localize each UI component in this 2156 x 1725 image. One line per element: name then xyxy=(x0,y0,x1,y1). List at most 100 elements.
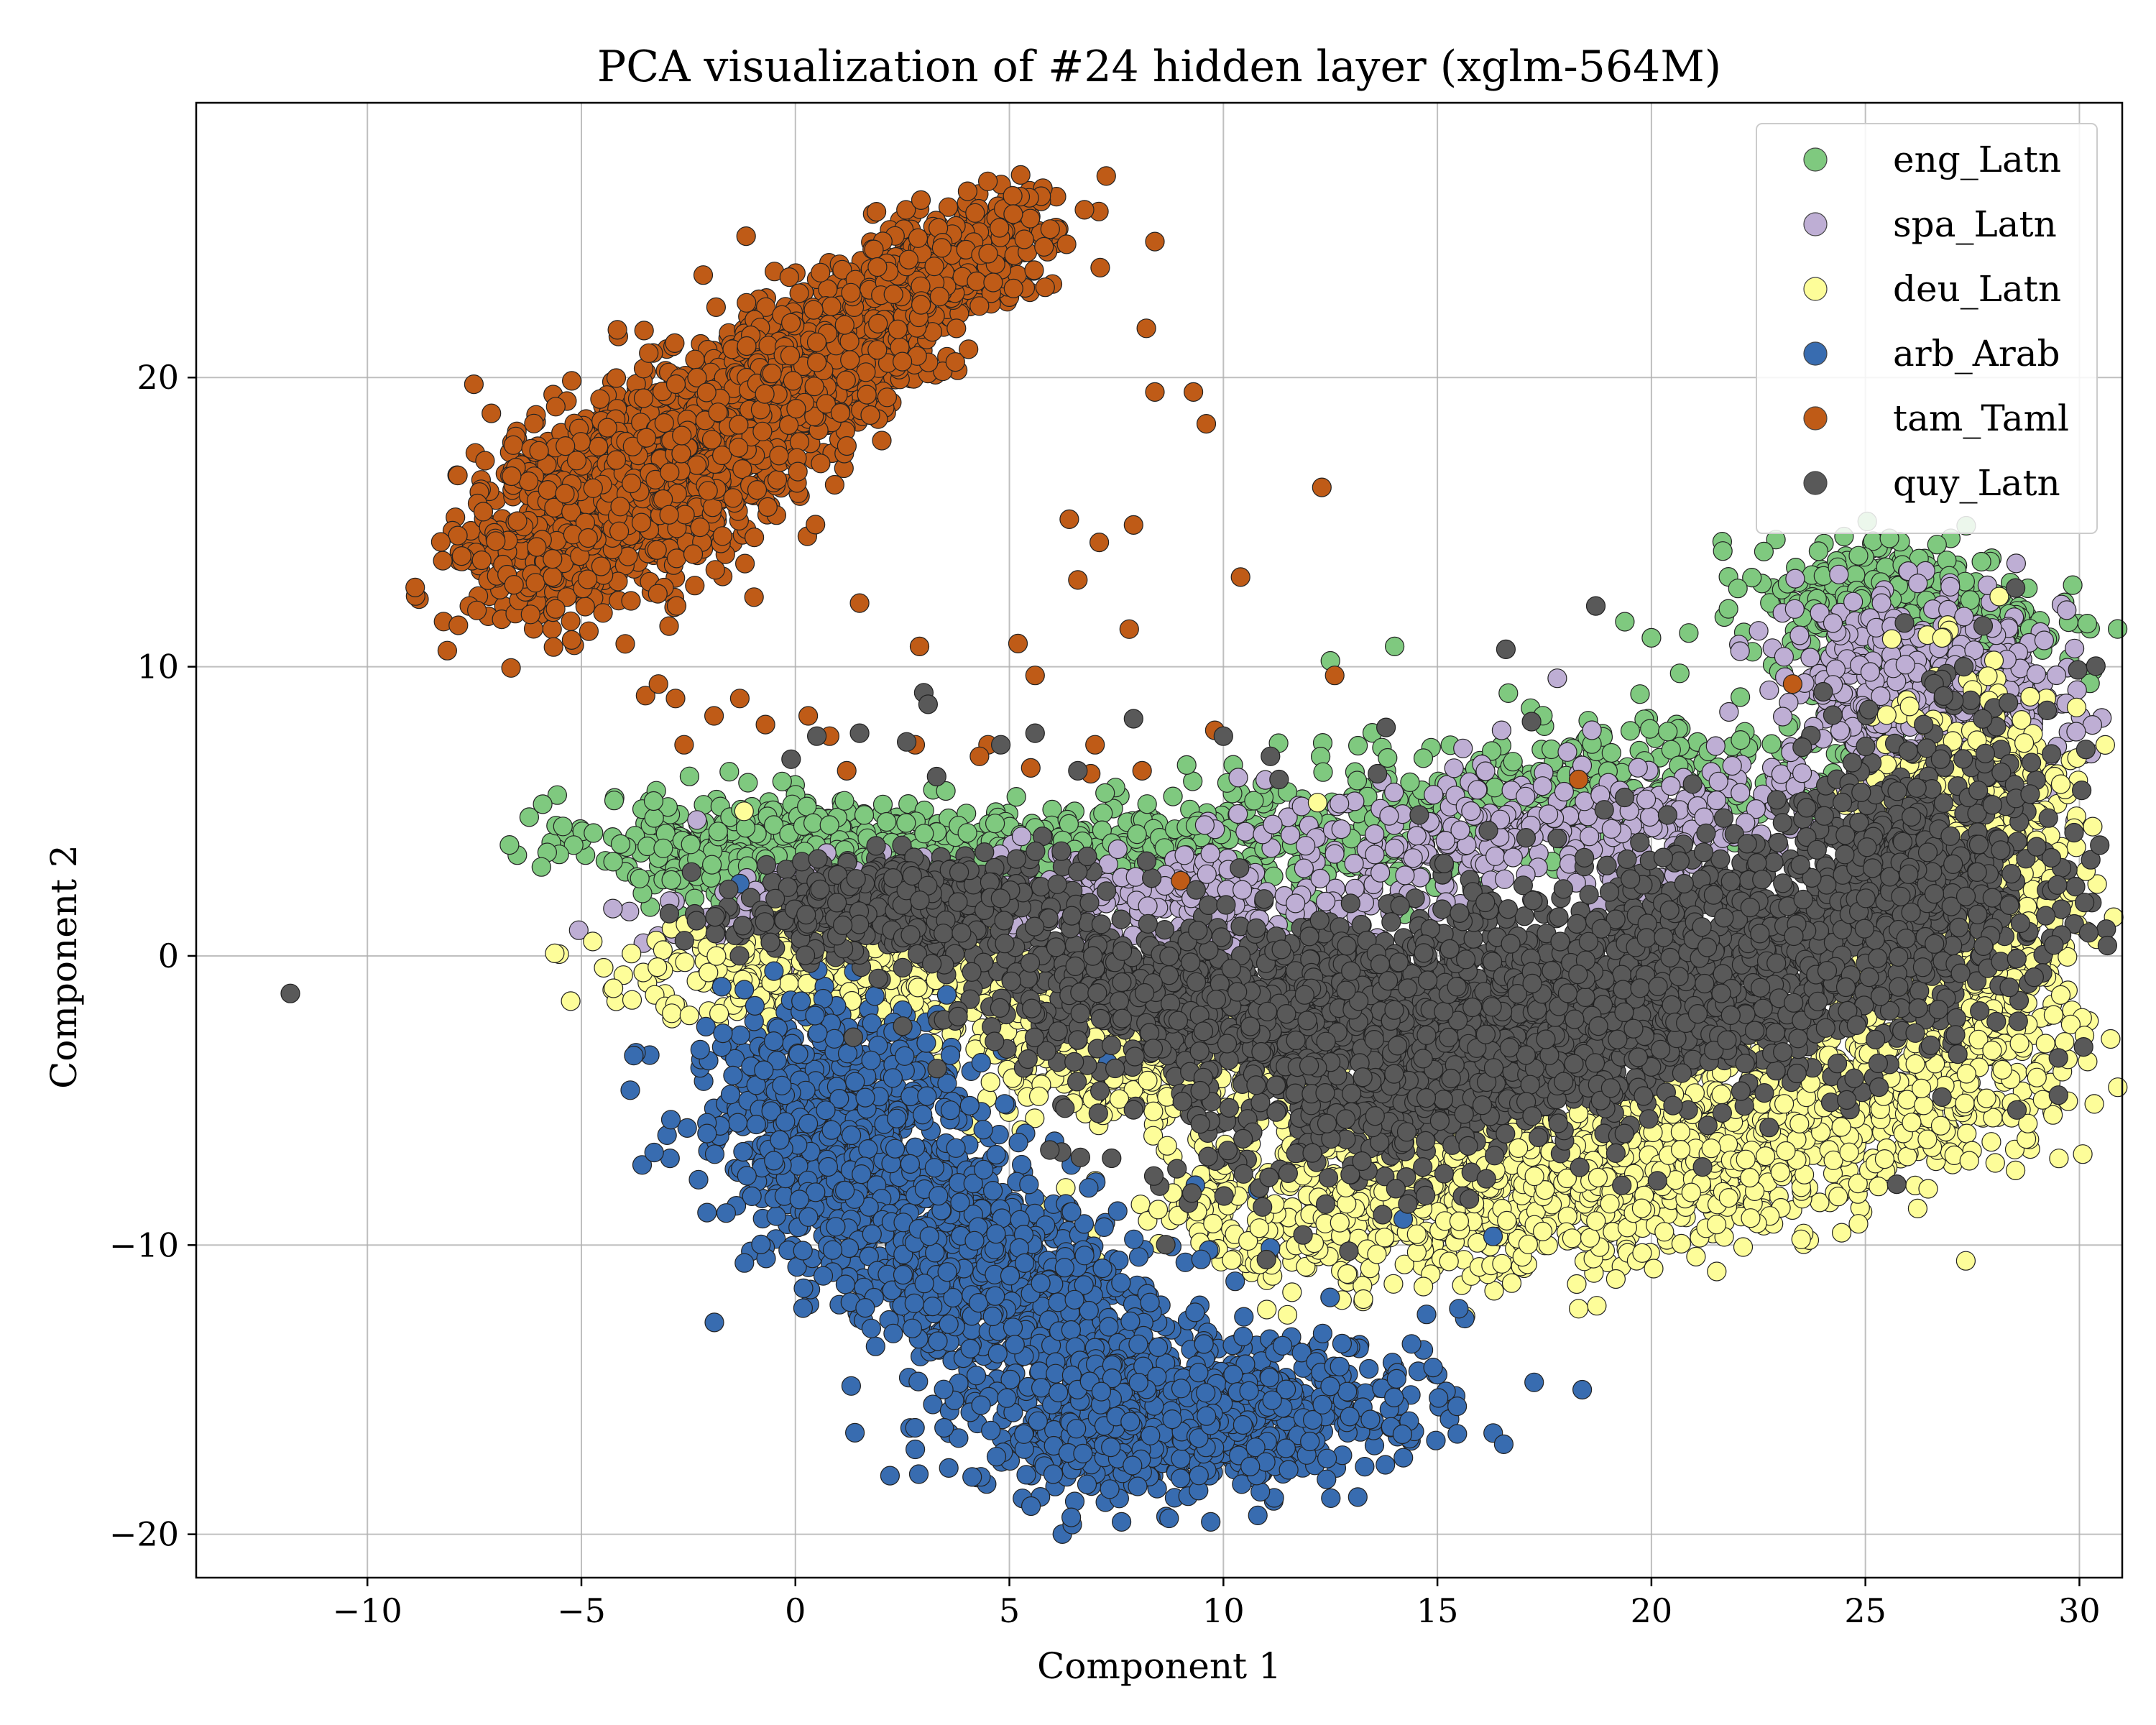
point-deu_Latn xyxy=(1955,1251,1976,1271)
point-deu_Latn xyxy=(1484,1281,1504,1301)
point-eng_Latn xyxy=(797,796,817,816)
point-spa_Latn xyxy=(1485,846,1506,866)
point-spa_Latn xyxy=(1384,838,1405,859)
point-spa_Latn xyxy=(1829,564,1849,584)
point-spa_Latn xyxy=(1468,780,1488,800)
point-spa_Latn xyxy=(1731,783,1751,803)
point-eng_Latn xyxy=(1761,734,1782,754)
point-eng_Latn xyxy=(1808,541,1828,561)
point-spa_Latn xyxy=(2006,553,2026,574)
point-deu_Latn xyxy=(1733,1237,1754,1257)
point-spa_Latn xyxy=(1228,804,1248,824)
point-eng_Latn xyxy=(1163,786,1183,806)
point-spa_Latn xyxy=(619,901,640,921)
point-deu_Latn xyxy=(545,943,565,964)
point-spa_Latn xyxy=(1403,848,1423,868)
point-eng_Latn xyxy=(896,813,916,833)
point-spa_Latn xyxy=(1228,768,1248,788)
point-spa_Latn xyxy=(1759,680,1779,700)
point-spa_Latn xyxy=(1370,862,1391,883)
point-spa_Latn xyxy=(1263,814,1283,834)
point-eng_Latn xyxy=(1615,612,1635,632)
point-spa_Latn xyxy=(687,810,707,830)
point-spa_Latn xyxy=(1174,845,1194,865)
point-spa_Latn xyxy=(1379,806,1399,826)
point-deu_Latn xyxy=(699,962,719,983)
point-eng_Latn xyxy=(877,811,897,832)
point-spa_Latn xyxy=(1294,858,1314,878)
point-spa_Latn xyxy=(1461,801,1481,822)
point-deu_Latn xyxy=(622,990,642,1010)
point-eng_Latn xyxy=(1127,824,1147,845)
point-eng_Latn xyxy=(1093,803,1113,824)
point-spa_Latn xyxy=(1296,836,1316,856)
point-deu_Latn xyxy=(662,1003,682,1024)
point-spa_Latn xyxy=(1395,865,1415,886)
point-eng_Latn xyxy=(1006,786,1026,807)
point-spa_Latn xyxy=(1286,893,1306,914)
point-spa_Latn xyxy=(2066,722,2086,742)
point-spa_Latn xyxy=(1554,781,1574,802)
point-eng_Latn xyxy=(603,852,623,872)
point-spa_Latn xyxy=(1719,702,1739,722)
point-spa_Latn xyxy=(1749,621,1769,641)
point-spa_Latn xyxy=(1532,776,1552,796)
point-eng_Latn xyxy=(681,834,701,855)
point-spa_Latn xyxy=(1365,845,1385,865)
point-deu_Latn xyxy=(1282,1282,1302,1302)
point-eng_Latn xyxy=(854,805,875,825)
point-eng_Latn xyxy=(1641,627,1662,648)
point-spa_Latn xyxy=(1325,844,1345,864)
point-deu_Latn xyxy=(561,991,581,1011)
point-eng_Latn xyxy=(819,815,839,835)
point-spa_Latn xyxy=(1200,843,1220,864)
point-eng_Latn xyxy=(661,870,681,891)
point-eng_Latn xyxy=(1620,721,1641,741)
point-eng_Latn xyxy=(914,824,934,844)
point-spa_Latn xyxy=(1197,864,1217,884)
point-deu_Latn xyxy=(679,1006,699,1026)
point-deu_Latn xyxy=(1686,1246,1706,1267)
point-eng_Latn xyxy=(985,814,1005,834)
point-eng_Latn xyxy=(2077,613,2097,634)
point-eng_Latn xyxy=(1542,739,1562,760)
point-spa_Latn xyxy=(1730,641,1750,661)
point-eng_Latn xyxy=(1728,579,1748,599)
point-eng_Latn xyxy=(1731,730,1751,750)
point-spa_Latn xyxy=(1789,625,1810,645)
point-spa_Latn xyxy=(1708,771,1728,791)
point-eng_Latn xyxy=(1176,755,1197,776)
point-eng_Latn xyxy=(1384,636,1405,657)
point-spa_Latn xyxy=(1330,794,1350,814)
point-spa_Latn xyxy=(1908,574,1928,594)
point-deu_Latn xyxy=(594,957,614,978)
point-spa_Latn xyxy=(1557,742,1577,762)
point-eng_Latn xyxy=(1059,814,1079,834)
point-spa_Latn xyxy=(1661,776,1681,796)
point-eng_Latn xyxy=(872,794,893,814)
point-deu_Latn xyxy=(583,932,603,952)
data-points xyxy=(280,165,2128,1544)
point-spa_Latn xyxy=(2026,664,2046,684)
point-eng_Latn xyxy=(1400,772,1420,793)
point-deu_Latn xyxy=(603,978,624,998)
point-spa_Latn xyxy=(1773,707,1793,727)
point-spa_Latn xyxy=(1784,599,1805,619)
point-eng_Latn xyxy=(1348,735,1368,756)
point-eng_Latn xyxy=(1658,722,1678,742)
point-spa_Latn xyxy=(2065,638,2085,658)
point-spa_Latn xyxy=(1107,839,1128,860)
point-spa_Latn xyxy=(1475,761,1496,781)
point-spa_Latn xyxy=(2057,600,2077,620)
point-spa_Latn xyxy=(1315,891,1336,911)
point-spa_Latn xyxy=(2034,630,2054,650)
point-spa_Latn xyxy=(1722,755,1742,776)
point-spa_Latn xyxy=(1516,786,1536,806)
point-spa_Latn xyxy=(1705,736,1726,756)
point-eng_Latn xyxy=(1960,590,1980,610)
point-eng_Latn xyxy=(701,855,722,875)
point-eng_Latn xyxy=(1485,778,1505,798)
point-spa_Latn xyxy=(1706,790,1727,811)
point-eng_Latn xyxy=(1848,546,1869,566)
point-spa_Latn xyxy=(1895,655,1915,675)
